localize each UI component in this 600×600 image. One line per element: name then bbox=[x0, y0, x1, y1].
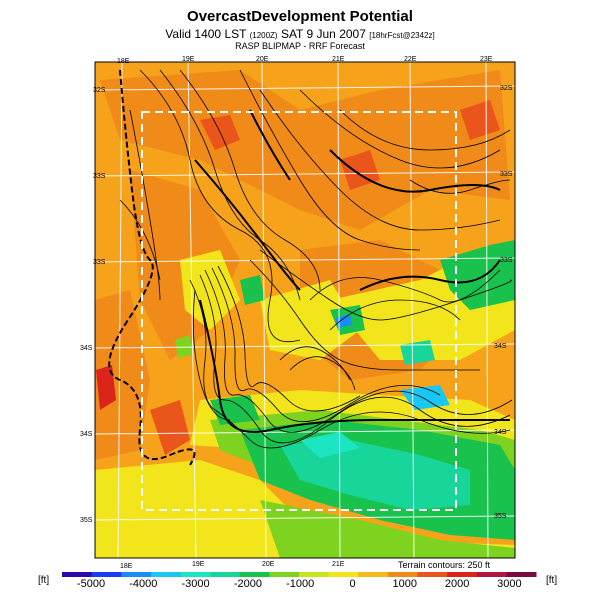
overcast-field bbox=[95, 62, 515, 558]
color-swatch bbox=[239, 572, 270, 577]
lat-label: 35S bbox=[80, 517, 93, 524]
color-swatch bbox=[358, 572, 389, 577]
coastline bbox=[108, 69, 196, 466]
valid-time-line: Valid 1400 LST (1200Z) SAT 9 Jun 2007 [1… bbox=[0, 27, 600, 41]
lon-label: 20E bbox=[262, 561, 275, 568]
valid-date: SAT 9 Jun 2007 bbox=[280, 27, 366, 41]
color-swatch bbox=[447, 572, 478, 577]
unit-label-left: [ft] bbox=[38, 575, 50, 586]
color-scale-tick: 0 bbox=[349, 578, 356, 590]
color-scale-tick: -1000 bbox=[286, 578, 315, 590]
lat-label: 32S bbox=[93, 87, 106, 94]
lat-label: 34S bbox=[494, 429, 507, 436]
color-swatch bbox=[180, 572, 211, 577]
lon-label: 19E bbox=[182, 56, 195, 63]
bottom-lon-labels: 18E 19E 20E 21E bbox=[120, 561, 345, 570]
color-scale-tick: -5000 bbox=[76, 578, 106, 590]
lon-label: 20E bbox=[256, 56, 269, 63]
map-title: OvercastDevelopment Potential bbox=[187, 8, 413, 25]
unit-label-right: [ft] bbox=[546, 575, 558, 586]
lat-label: 33S bbox=[93, 173, 106, 180]
lon-label: 21E bbox=[332, 56, 345, 63]
color-swatch bbox=[387, 572, 418, 577]
lat-label: 34S bbox=[80, 431, 93, 438]
lon-label: 23E bbox=[480, 56, 493, 63]
lat-label: 33S bbox=[500, 171, 513, 178]
lat-label: 35S bbox=[494, 513, 507, 520]
map-subtitle: RASP BLIPMAP - RRF Forecast bbox=[235, 41, 365, 51]
map-frame bbox=[94, 61, 516, 559]
lon-label: 18E bbox=[117, 58, 130, 65]
color-swatch bbox=[150, 572, 181, 577]
color-swatch bbox=[417, 572, 448, 577]
color-swatch bbox=[299, 572, 330, 577]
color-scale-tick: -4000 bbox=[129, 578, 158, 590]
utc-time: (1200Z) bbox=[249, 31, 278, 40]
lat-label: 33S bbox=[500, 257, 513, 264]
color-swatch bbox=[269, 572, 300, 577]
left-lat-labels: 32S 33S 33S 34S 34S 35S bbox=[80, 87, 106, 524]
lon-label: 22E bbox=[404, 56, 417, 63]
lat-label: 32S bbox=[500, 85, 513, 92]
color-scale-tick: 2000 bbox=[444, 578, 470, 590]
lat-label: 34S bbox=[494, 343, 507, 350]
lon-label: 18E bbox=[120, 563, 133, 570]
forecast-hour: [18hrFcst@2342z] bbox=[369, 31, 435, 40]
color-swatch bbox=[210, 572, 241, 577]
color-swatch bbox=[91, 572, 122, 577]
color-scale-tick: -3000 bbox=[181, 578, 210, 590]
right-lat-labels: 32S 33S 33S 34S 34S 35S bbox=[494, 85, 513, 520]
color-scale-tick: -2000 bbox=[233, 578, 262, 590]
color-swatch bbox=[62, 572, 93, 577]
color-swatch bbox=[476, 572, 507, 577]
lat-label: 33S bbox=[93, 259, 106, 266]
lon-label: 19E bbox=[192, 561, 205, 568]
top-lon-labels: 18E 19E 20E 21E 22E 23E bbox=[117, 56, 493, 65]
lat-label: 34S bbox=[80, 345, 93, 352]
terrain-note: Terrain contours: 250 ft bbox=[398, 560, 491, 570]
valid-time: Valid 1400 LST bbox=[165, 27, 247, 41]
lat-lon-grid bbox=[95, 62, 515, 558]
color-swatch bbox=[328, 572, 359, 577]
lon-label: 21E bbox=[332, 561, 345, 568]
color-swatch bbox=[121, 572, 152, 577]
major-contours bbox=[194, 109, 510, 433]
color-swatch bbox=[506, 572, 537, 577]
color-scale-bar bbox=[62, 572, 537, 577]
domain-boundary bbox=[141, 111, 457, 511]
color-scale-tick: 1000 bbox=[392, 578, 418, 590]
color-scale-tick: 3000 bbox=[497, 578, 522, 590]
